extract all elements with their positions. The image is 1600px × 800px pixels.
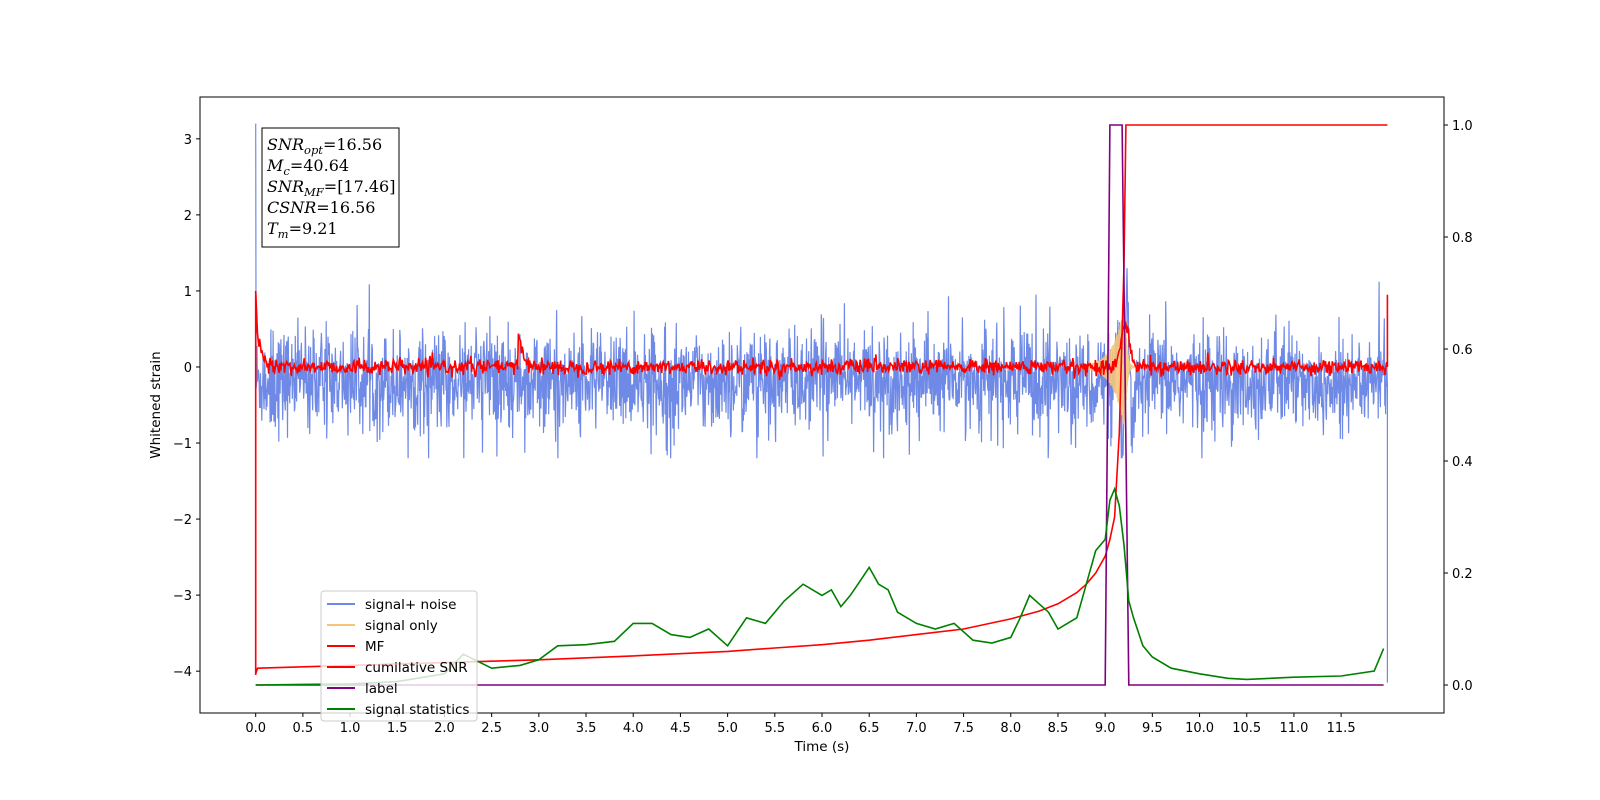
x-tick-label: 10.5: [1232, 721, 1261, 736]
x-tick-label: 0.0: [245, 721, 266, 736]
series-signal-plus-noise: [255, 123, 1388, 683]
annotation-symbol: SNR: [267, 135, 304, 154]
x-tick-label: 3.0: [528, 721, 549, 736]
annotation-symbol: CSNR: [267, 198, 316, 217]
annotation-value: =[17.46]: [324, 177, 396, 196]
x-tick-label: 4.0: [623, 721, 644, 736]
y-tick-label-left: −4: [173, 665, 192, 680]
annotation-frame: [261, 127, 400, 248]
annotation-symbol: SNR: [267, 177, 304, 196]
annotation-subscript: MF: [303, 185, 325, 199]
x-tick-label: 5.0: [717, 721, 738, 736]
y-tick-label-left: 2: [184, 209, 192, 224]
y-tick-label-left: 3: [184, 133, 192, 148]
legend-label: signal statistics: [365, 702, 469, 718]
annotation-subscript: m: [278, 227, 289, 241]
y-tick-label-left: −1: [173, 437, 192, 452]
x-tick-label: 11.5: [1327, 721, 1356, 736]
x-tick-label: 9.5: [1142, 721, 1163, 736]
y-tick-label-right: 0.4: [1452, 455, 1473, 470]
annotation-value: =16.56: [323, 135, 382, 154]
y-tick-label-right: 0.6: [1452, 343, 1473, 358]
series-signal-statistics: [255, 486, 1385, 686]
legend-label: MF: [365, 639, 384, 655]
x-tick-label: 4.5: [670, 721, 691, 736]
x-tick-label: 2.5: [481, 721, 502, 736]
x-tick-label: 1.5: [387, 721, 408, 736]
series-label: [255, 124, 1384, 686]
x-tick-label: 0.5: [293, 721, 314, 736]
x-tick-label: 3.5: [576, 721, 597, 736]
annotation-symbol: M: [266, 156, 284, 175]
x-tick-label: 7.5: [953, 721, 974, 736]
annotation-symbol: T: [267, 219, 279, 238]
x-tick-label: 9.0: [1095, 721, 1116, 736]
annotation-line: CSNR=16.56: [267, 198, 375, 217]
annotation-subscript: opt: [304, 143, 323, 157]
x-tick-label: 8.0: [1000, 721, 1021, 736]
annotation-line: Mc=40.64: [266, 156, 349, 178]
legend-label: cumilative SNR: [365, 660, 468, 676]
legend-label: label: [365, 681, 398, 697]
x-axis: 0.0 0.5 1.0 1.5 2.0 2.5 3.0 3.5 4.0 4.5 5.0 5.5 6.0 6…: [245, 713, 1356, 736]
x-tick-label: 8.5: [1048, 721, 1069, 736]
y-tick-label-right: 0.8: [1452, 231, 1473, 246]
y-axis-left: 3 2 1 0 −1 −2 −3 −4: [173, 133, 200, 680]
x-tick-label: 7.0: [906, 721, 927, 736]
annotation-box: SNRopt=16.56Mc=40.64SNRMF=[17.46]CSNR=16…: [261, 127, 400, 248]
y-tick-label-right: 0.0: [1452, 679, 1473, 694]
y-tick-label-right: 0.2: [1452, 567, 1473, 582]
y-tick-label-left: 1: [184, 285, 192, 300]
legend-label: signal only: [365, 618, 438, 634]
annotation-subscript: c: [283, 164, 290, 178]
legend-label: signal+ noise: [365, 597, 456, 613]
x-tick-label: 6.0: [812, 721, 833, 736]
x-tick-label: 5.5: [764, 721, 785, 736]
series-layer: [254, 123, 1389, 686]
annotation-value: =16.56: [316, 198, 375, 217]
x-tick-label: 6.5: [859, 721, 880, 736]
series-mf: [254, 290, 1389, 675]
y-tick-label-left: −3: [173, 589, 192, 604]
x-tick-label: 1.0: [340, 721, 361, 736]
annotation-line: SNRMF=[17.46]: [267, 177, 395, 199]
y-tick-label-left: 0: [184, 361, 192, 376]
y-tick-label-right: 1.0: [1452, 119, 1473, 134]
annotation-value: =40.64: [290, 156, 349, 175]
y-axis-label: Whitened strain: [148, 351, 164, 458]
x-tick-label: 11.0: [1279, 721, 1308, 736]
y-tick-label-left: −2: [173, 513, 192, 528]
y-axis-right: 1.0 0.8 0.6 0.4 0.2 0.0: [1444, 119, 1473, 694]
annotation-line: SNRopt=16.56: [267, 135, 382, 157]
annotation-line: Tm=9.21: [267, 219, 338, 241]
legend: signal+ noise signal only MF cumilative SNR…: [320, 590, 478, 722]
annotation-value: =9.21: [289, 219, 338, 238]
x-axis-label: Time (s): [794, 739, 850, 755]
x-tick-label: 2.0: [434, 721, 455, 736]
x-tick-label: 10.0: [1185, 721, 1214, 736]
legend-frame: [320, 590, 478, 722]
